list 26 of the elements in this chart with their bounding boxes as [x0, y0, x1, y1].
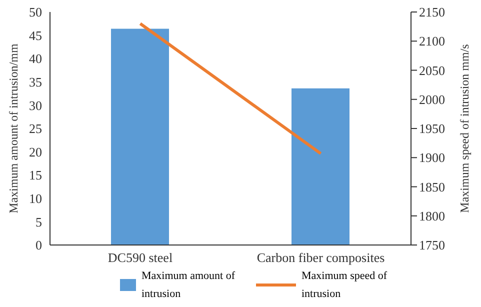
y2-tick-label: 2150	[419, 4, 445, 20]
y2-tick-label: 2100	[419, 34, 445, 49]
legend-label: Maximum speed of intrusion	[302, 269, 388, 302]
y2-axis-title: Maximum speed of intrusion mm/s	[457, 44, 472, 213]
legend-label: Maximum amount of intrusion	[142, 269, 236, 302]
y2-tick-label: 1950	[419, 121, 445, 136]
x-tick-label: Carbon fiber composites	[256, 250, 385, 266]
y-tick-label: 30	[29, 98, 42, 113]
y-tick-label: 40	[29, 51, 42, 66]
y-tick-label: 45	[29, 28, 42, 43]
y-tick-label: 15	[29, 168, 42, 183]
y-tick-label: 25	[29, 121, 42, 136]
y2-tick-label: 1850	[419, 179, 445, 194]
y-axis-title: Maximum amount of intrusion/mm	[6, 43, 20, 214]
y-tick-label: 50	[29, 4, 42, 20]
y2-tick-label: 2050	[419, 62, 445, 78]
x-tick-label: DC590 steel	[108, 250, 173, 266]
y-tick-label: 0	[36, 238, 42, 253]
y-tick-label: 10	[29, 191, 42, 206]
y2-tick-label: 1900	[419, 150, 445, 166]
y2-tick-label: 2000	[419, 92, 445, 107]
y-tick-label: 35	[29, 74, 42, 90]
y-tick-label: 20	[29, 144, 42, 160]
y2-tick-label: 1800	[419, 208, 445, 224]
y-tick-label: 5	[36, 214, 42, 230]
y2-tick-label: 1750	[419, 238, 445, 253]
